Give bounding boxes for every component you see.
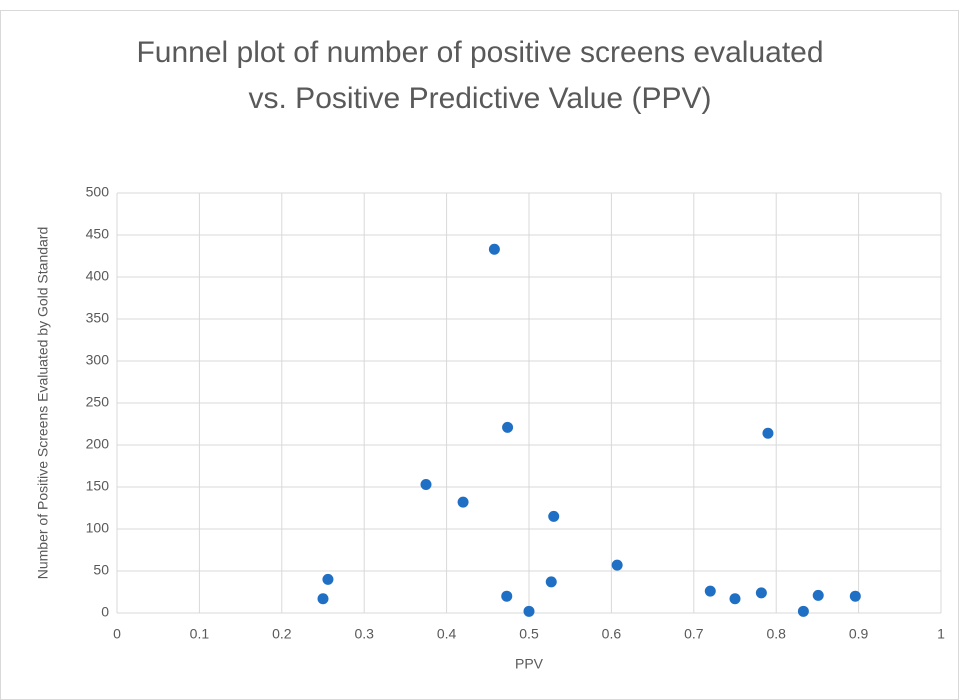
- data-point: [420, 478, 432, 490]
- x-tick-label: 1: [937, 626, 945, 642]
- data-point: [849, 590, 861, 602]
- x-tick-label: 0.9: [849, 626, 869, 642]
- y-tick-label: 250: [86, 394, 110, 410]
- data-point: [457, 496, 469, 508]
- data-point: [545, 576, 557, 588]
- x-tick-label: 0.5: [519, 626, 539, 642]
- y-tick-label: 500: [86, 184, 110, 200]
- y-tick-label: 400: [86, 268, 110, 284]
- x-tick-label: 0.8: [766, 626, 786, 642]
- x-tick-label: 0.4: [437, 626, 457, 642]
- data-point: [523, 605, 535, 617]
- data-point: [812, 589, 824, 601]
- y-tick-label: 0: [101, 604, 109, 620]
- data-point: [704, 585, 716, 597]
- data-point: [729, 593, 741, 605]
- data-point: [611, 559, 623, 571]
- x-tick-label: 0.2: [272, 626, 292, 642]
- x-tick-label: 0.6: [602, 626, 622, 642]
- data-point: [502, 421, 514, 433]
- data-point: [488, 243, 500, 255]
- y-tick-label: 450: [86, 226, 110, 242]
- x-tick-label: 0.1: [190, 626, 210, 642]
- chart-frame: [0, 10, 959, 700]
- data-point: [501, 590, 513, 602]
- y-tick-label: 350: [86, 310, 110, 326]
- x-tick-label: 0: [113, 626, 121, 642]
- chart-title: Funnel plot of number of positive screen…: [136, 36, 824, 115]
- y-tick-label: 50: [93, 562, 109, 578]
- y-tick-label: 200: [86, 436, 110, 452]
- data-point: [797, 605, 809, 617]
- data-point: [322, 573, 334, 585]
- y-tick-label: 300: [86, 352, 110, 368]
- x-tick-label: 0.7: [684, 626, 704, 642]
- data-point: [762, 427, 774, 439]
- x-tick-label: 0.3: [354, 626, 374, 642]
- y-tick-label: 150: [86, 478, 110, 494]
- y-axis-label: Number of Positive Screens Evaluated by …: [35, 227, 51, 580]
- y-tick-label: 100: [86, 520, 110, 536]
- data-point: [755, 587, 767, 599]
- x-axis-label: PPV: [515, 656, 544, 672]
- data-point: [548, 510, 560, 522]
- data-point: [317, 593, 329, 605]
